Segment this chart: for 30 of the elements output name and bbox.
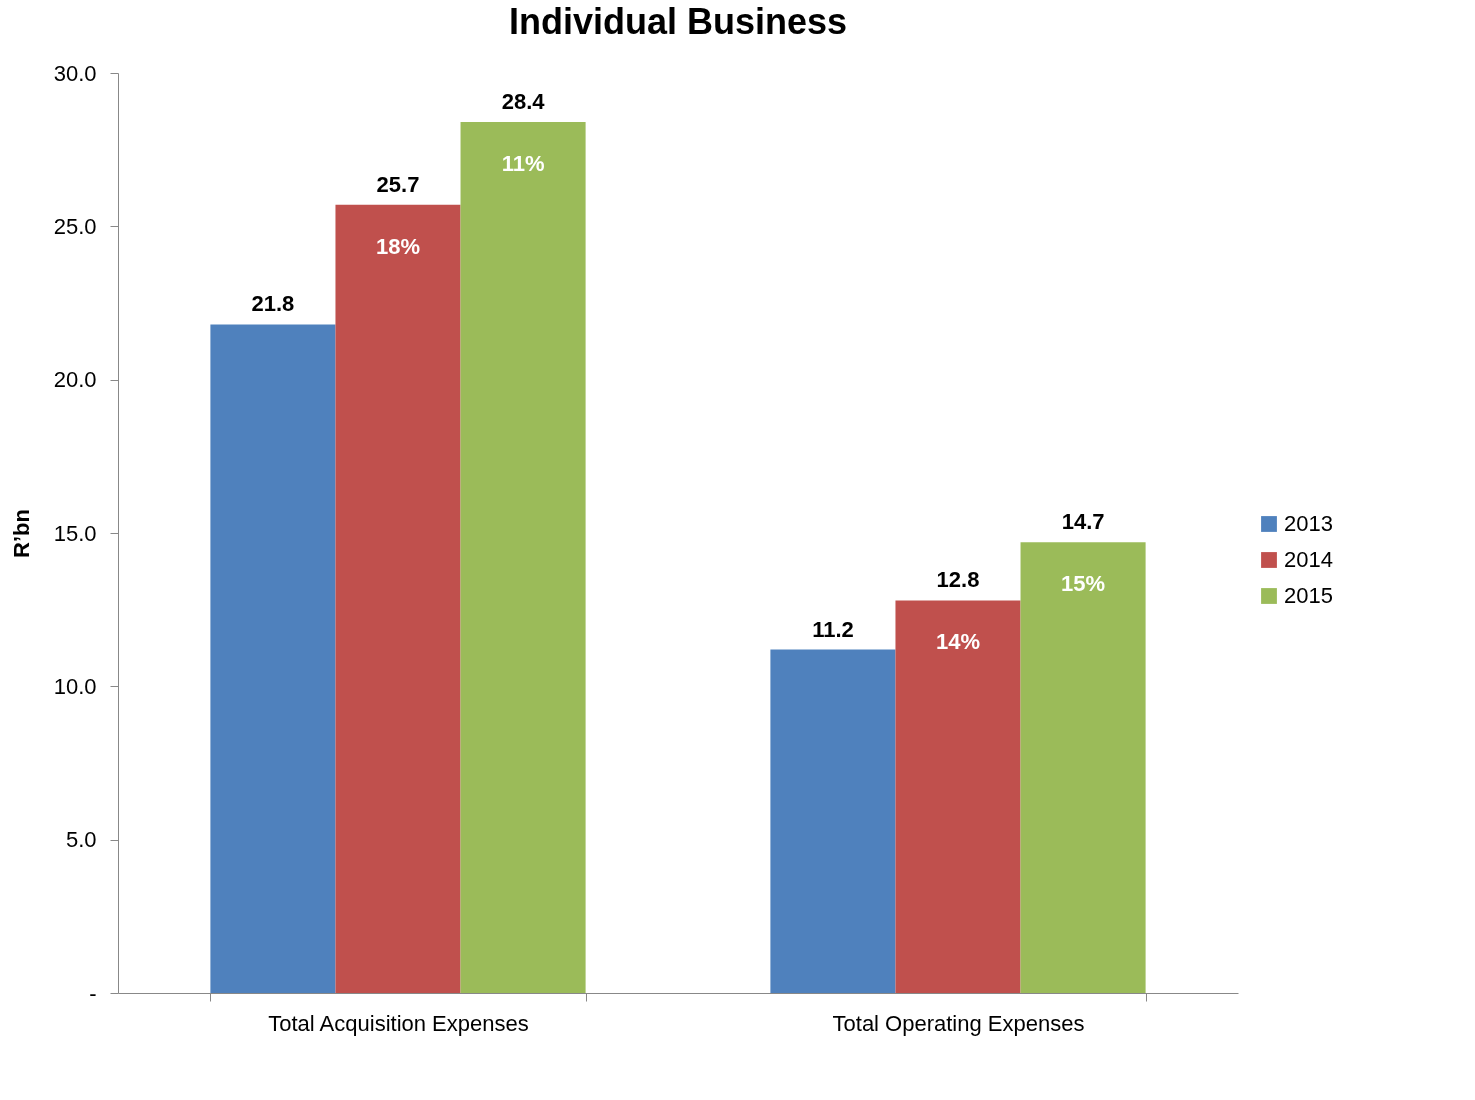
legend-label: 2015: [1284, 583, 1333, 608]
annotation: 18%: [375, 233, 421, 259]
x-tick-label: Total Operating Expenses: [832, 1010, 1085, 1036]
legend-label: 2013: [1284, 511, 1333, 536]
annotation: 14%: [935, 629, 981, 655]
bar: [1020, 542, 1146, 993]
bar: [895, 600, 1021, 993]
data-label: 12.8: [936, 567, 980, 593]
data-label: 14.7: [1061, 509, 1105, 535]
annotation: 15%: [1061, 571, 1106, 597]
chart-title: Individual Business: [508, 1, 848, 42]
y-axis-title: R’bn: [8, 509, 34, 558]
legend-label: 2014: [1284, 547, 1333, 572]
data-label: 28.4: [501, 89, 546, 115]
bar: [460, 122, 586, 993]
data-label: 21.8: [251, 291, 295, 317]
y-tick-label: -: [89, 980, 97, 1006]
y-tick-label: 10.0: [53, 673, 97, 699]
annotation: 11%: [501, 151, 545, 177]
y-tick-label: 20.0: [53, 367, 97, 393]
bar: [210, 324, 336, 993]
bar: [770, 649, 896, 993]
y-tick-label: 25.0: [53, 213, 97, 239]
x-tick-label: Total Acquisition Expenses: [268, 1010, 529, 1036]
y-tick-label: 5.0: [65, 827, 97, 853]
y-tick-label: 15.0: [53, 520, 97, 546]
bar: [335, 204, 461, 993]
data-label: 11.2: [812, 616, 854, 642]
data-label: 25.7: [376, 171, 420, 197]
y-tick-label: 30.0: [53, 60, 97, 86]
